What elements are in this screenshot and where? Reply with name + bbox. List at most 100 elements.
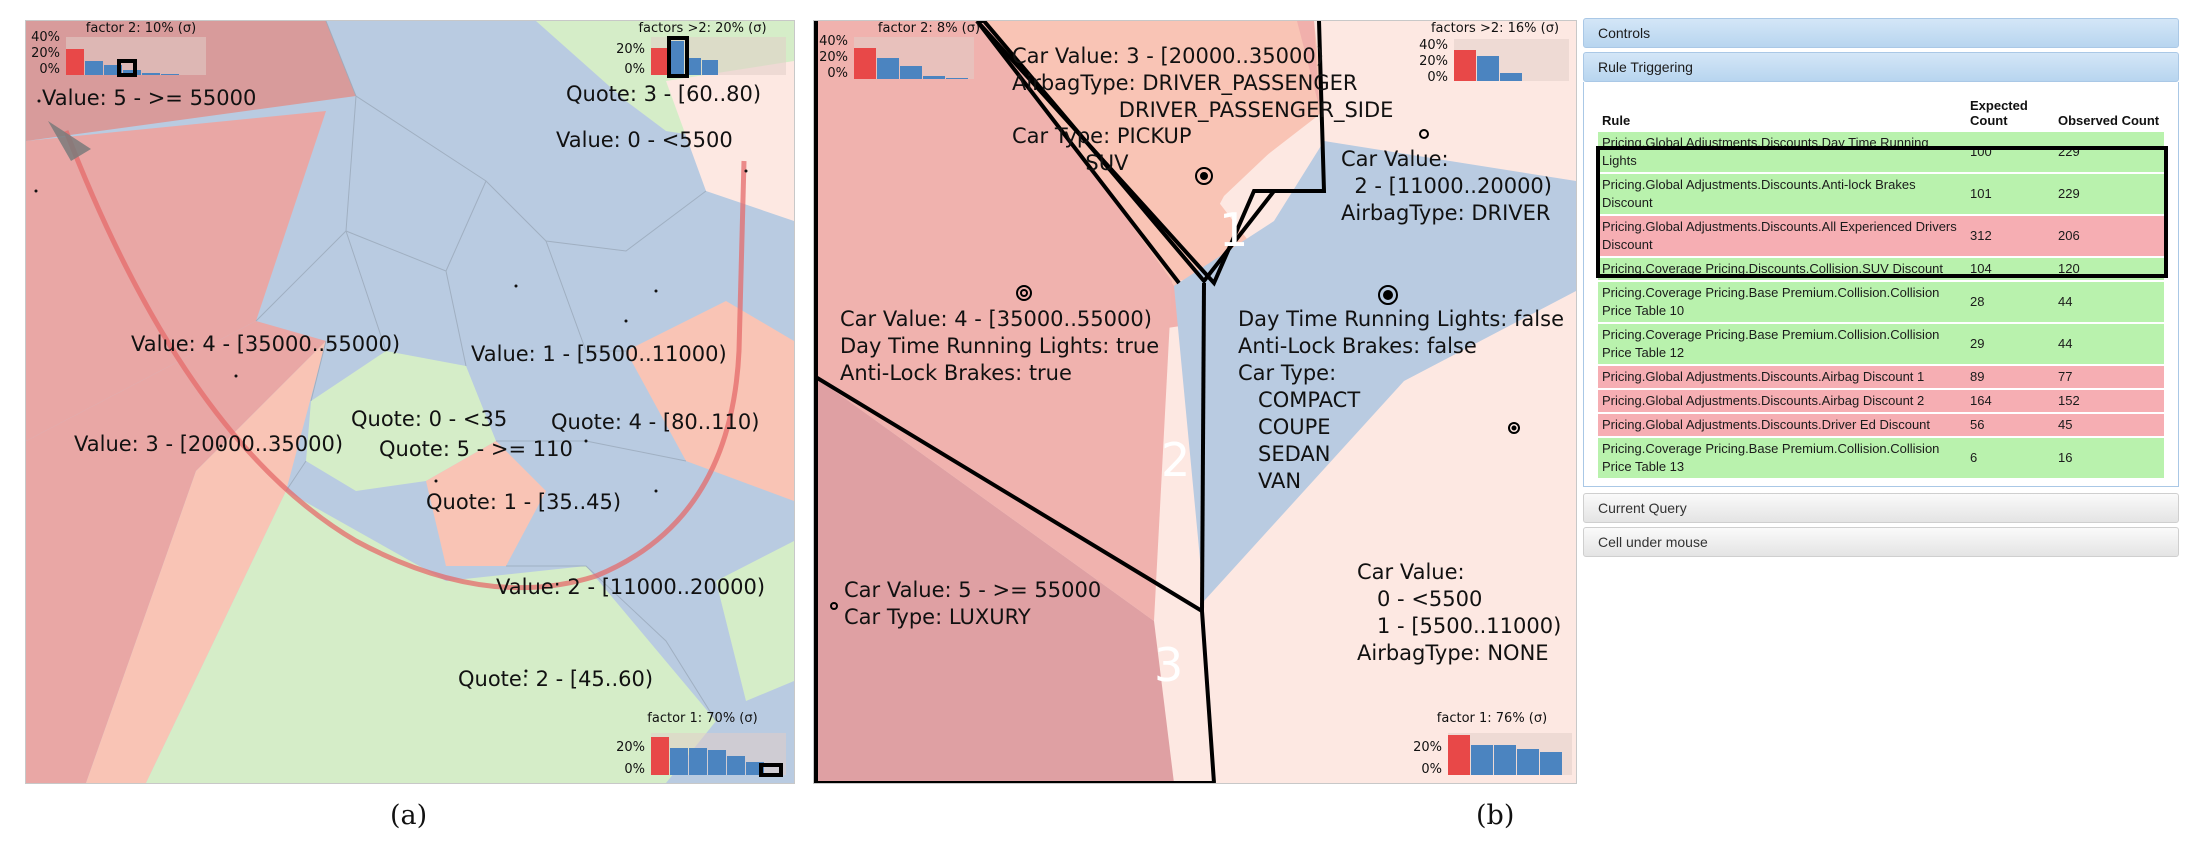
histogram-bar	[900, 66, 922, 79]
cell-rule: Pricing.Global Adjustments.Discounts.All…	[1598, 216, 1966, 256]
histogram-bar	[668, 40, 684, 75]
cell-expected: 56	[1966, 414, 2054, 436]
histogram-bar	[708, 749, 726, 775]
histogram-bar	[1477, 55, 1499, 81]
region-green-bottom	[146, 491, 716, 783]
caption-a: (a)	[390, 800, 428, 831]
region-value-3	[26, 321, 326, 783]
cell-expected: 28	[1966, 282, 2054, 322]
table-row[interactable]: Pricing.Global Adjustments.Discounts.Air…	[1598, 366, 2164, 388]
cell-observed: 77	[2054, 366, 2164, 388]
label-value-3: Value: 3 - [20000..35000)	[74, 432, 344, 456]
histogram-factors-gt2-a: factors >2: 20% (σ) 20% 0%	[611, 21, 794, 81]
histogram-bar	[1494, 744, 1516, 775]
label-value-0: Value: 0 - <5500	[556, 128, 733, 152]
trajectory-arrow	[63, 130, 747, 591]
cell-observed: 152	[2054, 390, 2164, 412]
histogram-bar	[670, 747, 688, 775]
region-2	[814, 21, 1172, 621]
table-row[interactable]: Pricing.Coverage Pricing.Base Premium.Co…	[1598, 282, 2164, 322]
label-quote-3: Quote: 3 - [60..80)	[566, 82, 762, 106]
region-salmon-low	[86, 341, 326, 783]
histogram-bar	[142, 72, 160, 75]
region-number-1: 1	[1219, 203, 1248, 257]
region-value-1	[984, 21, 1319, 286]
region-blue	[1174, 141, 1576, 601]
cell-rule: Pricing.Global Adjustments.Discounts.Day…	[1598, 132, 1966, 172]
cell-observed: 229	[2054, 174, 2164, 214]
cell-rule: Pricing.Coverage Pricing.Base Premium.Co…	[1598, 282, 1966, 322]
rule-triggering-content: Rule Expected Count Observed Count Prici…	[1583, 82, 2179, 487]
table-row[interactable]: Pricing.Global Adjustments.Discounts.Day…	[1598, 132, 2164, 172]
region-boundaries-b: 1 2 3	[814, 21, 1520, 783]
histogram-bar	[946, 78, 968, 79]
histogram-bar	[651, 737, 669, 775]
cell-expected: 6	[1966, 438, 2054, 478]
histogram-bar	[1471, 744, 1493, 775]
histogram-bar	[1500, 72, 1522, 81]
voronoi-map-b[interactable]: 1 2 3 Car Value: 3 - [20000..35000) Airb…	[813, 20, 1577, 784]
accordion-cell-under-mouse[interactable]: Cell under mouse	[1583, 527, 2179, 557]
label-region-2-attrs: Day Time Running Lights: false Anti-Lock…	[1238, 307, 1564, 493]
histogram-bar	[1454, 49, 1476, 81]
cell-expected: 29	[1966, 324, 2054, 364]
caption-b: (b)	[1476, 800, 1515, 831]
side-panel: Controls Rule Triggering Rule Expected C…	[1583, 18, 2179, 561]
histogram-bar	[123, 69, 141, 75]
selected-bar-highlight	[117, 59, 137, 77]
table-row[interactable]: Pricing.Coverage Pricing.Base Premium.Co…	[1598, 438, 2164, 478]
label-region-1-top: Car Value: 3 - [20000..35000) AirbagType…	[1012, 44, 1394, 122]
histogram-bar	[923, 75, 945, 79]
selected-bar-highlight	[667, 36, 689, 78]
histogram-bar	[651, 48, 667, 75]
label-car-value-0-1: Car Value: 0 - <5500 1 - [5500..11000) A…	[1357, 560, 1562, 665]
label-car-value-2: Car Value: 2 - [11000..20000) AirbagType…	[1341, 147, 1552, 225]
accordion-current-query[interactable]: Current Query	[1583, 493, 2179, 523]
cell-rule: Pricing.Global Adjustments.Discounts.Ant…	[1598, 174, 1966, 214]
label-value-5: Value: 5 - >= 55000	[42, 86, 257, 110]
histogram-bar	[1517, 748, 1539, 775]
histogram-bar	[85, 60, 103, 75]
region-green-center	[306, 351, 496, 491]
histogram-factor-2-b: factor 2: 8% (σ) 40% 20% 0%	[819, 21, 981, 81]
label-car-value-5: Car Value: 5 - >= 55000 Car Type: LUXURY	[844, 578, 1102, 629]
histogram-factor-1-a: factor 1: 70% (σ) 20% 0%	[611, 711, 794, 783]
cell-observed: 44	[2054, 324, 2164, 364]
table-row[interactable]: Pricing.Global Adjustments.Discounts.All…	[1598, 216, 2164, 256]
column-header-expected[interactable]: Expected Count	[1970, 98, 2028, 128]
label-car-value-4: Car Value: 4 - [35000..55000) Day Time R…	[840, 307, 1160, 385]
histogram-bar	[702, 59, 718, 75]
cell-expected: 101	[1966, 174, 2054, 214]
cell-rule: Pricing.Global Adjustments.Discounts.Air…	[1598, 366, 1966, 388]
accordion-rule-triggering[interactable]: Rule Triggering	[1583, 52, 2179, 82]
cell-observed: 229	[2054, 132, 2164, 172]
selected-rows-highlight	[1596, 146, 2168, 278]
region-number-3: 3	[1154, 638, 1183, 692]
accordion-controls[interactable]: Controls	[1583, 18, 2179, 48]
histogram-factors-gt2-b: factors >2: 16% (σ) 40% 20% 0%	[1414, 21, 1576, 85]
table-row[interactable]: Pricing.Global Adjustments.Discounts.Dri…	[1598, 414, 2164, 436]
region-number-2: 2	[1161, 433, 1190, 487]
region-salmon-right	[626, 301, 794, 501]
cell-rule: Pricing.Global Adjustments.Discounts.Dri…	[1598, 414, 1966, 436]
histogram-bar	[877, 58, 899, 79]
cell-observed: 44	[2054, 282, 2164, 322]
cell-observed: 206	[2054, 216, 2164, 256]
column-header-observed[interactable]: Observed Count	[2058, 113, 2160, 128]
table-row[interactable]: Pricing.Global Adjustments.Discounts.Ant…	[1598, 174, 2164, 214]
region-green-right	[716, 541, 794, 701]
cell-expected: 312	[1966, 216, 2054, 256]
label-car-type-pickup: Car Type: PICKUP SUV	[1012, 124, 1192, 175]
histogram-factor-2-a: factor 2: 10% (σ) 40% 20% 0%	[26, 21, 216, 81]
histogram-bar	[689, 747, 707, 775]
histogram-bar	[1448, 735, 1470, 775]
arrow-head	[48, 121, 91, 161]
histogram-bar	[104, 65, 122, 75]
cell-observed: 16	[2054, 438, 2164, 478]
voronoi-regions-b	[814, 21, 1576, 783]
voronoi-map-a[interactable]: Value: 5 - >= 55000 Quote: 3 - [60..80) …	[25, 20, 795, 784]
cell-expected: 89	[1966, 366, 2054, 388]
table-row[interactable]: Pricing.Global Adjustments.Discounts.Air…	[1598, 390, 2164, 412]
table-row[interactable]: Pricing.Coverage Pricing.Base Premium.Co…	[1598, 324, 2164, 364]
column-header-rule[interactable]: Rule	[1602, 113, 1631, 128]
